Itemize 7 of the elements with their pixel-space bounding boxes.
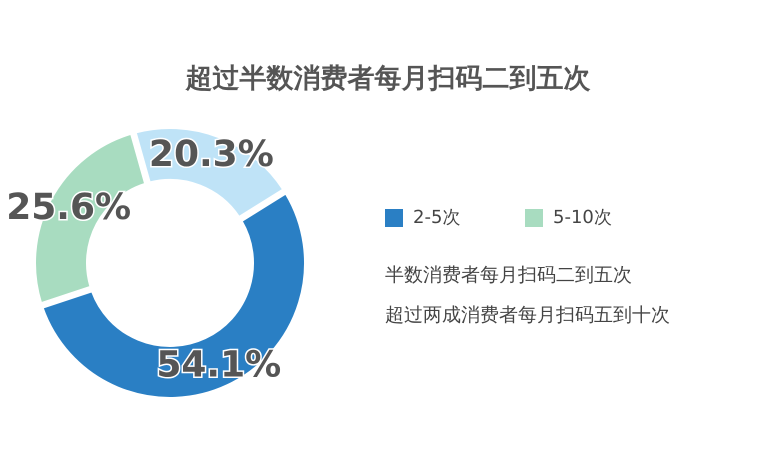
chart-title: 超过半数消费者每月扫码二到五次 <box>184 63 592 94</box>
legend-label: 5-10次 <box>553 206 612 228</box>
legend-label: 2-5次 <box>413 206 460 228</box>
text: 半数消费者每月扫码二到五次 <box>385 264 632 286</box>
data-label: 20.3% <box>148 134 274 175</box>
data-label: 25.6% <box>6 187 132 228</box>
text: 超过两成消费者每月扫码五到十次 <box>385 304 670 326</box>
